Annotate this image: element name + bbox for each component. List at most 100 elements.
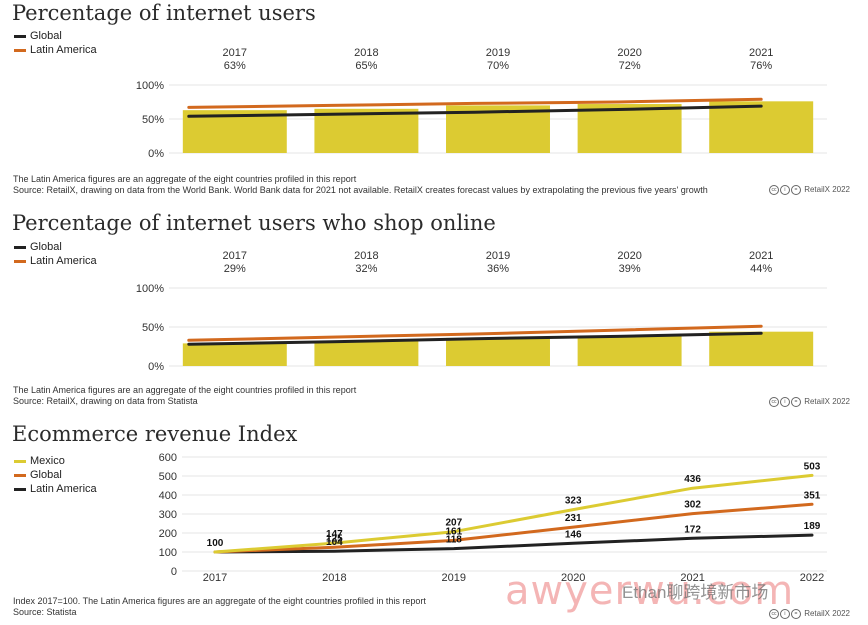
y-tick-label: 0%	[148, 148, 164, 160]
data-label: 323	[565, 496, 582, 507]
by-icon: i	[779, 609, 790, 619]
nd-icon: =	[790, 397, 801, 407]
chart2-legend: Global Latin America	[14, 240, 97, 268]
x-category-label: 2021	[749, 47, 773, 59]
data-label: 302	[684, 500, 701, 511]
legend-label: Latin America	[30, 44, 97, 56]
data-label: 100	[207, 538, 224, 549]
y-tick-label: 200	[159, 528, 177, 540]
legend-item-mexico: Mexico	[14, 454, 97, 468]
bar-value-label: 76%	[750, 60, 772, 72]
bar-value-label: 32%	[355, 263, 377, 275]
chart3-credit: cc i = RetailX 2022	[768, 609, 850, 619]
data-label: 207	[445, 518, 462, 529]
cc-icon: cc	[768, 185, 779, 195]
series-line-mexico	[213, 473, 814, 554]
bar	[182, 343, 287, 366]
series-line-latin-america	[213, 502, 814, 554]
y-tick-label: 300	[159, 509, 177, 521]
chart2-notes: The Latin America figures are an aggrega…	[13, 385, 356, 407]
bar	[314, 341, 419, 366]
x-category-label: 2019	[486, 47, 510, 59]
chart1-notes: The Latin America figures are an aggrega…	[13, 174, 708, 196]
x-category-label: 2018	[354, 250, 378, 262]
data-label: 351	[804, 490, 821, 501]
legend-swatch	[14, 259, 26, 263]
x-category-label: 2021	[749, 250, 773, 262]
y-tick-label: 100	[159, 547, 177, 559]
data-label: 172	[684, 524, 701, 535]
y-tick-label: 600	[159, 452, 177, 464]
x-tick-label: 2022	[800, 572, 824, 584]
data-label: 118	[446, 535, 463, 546]
series-line-latin-america	[187, 324, 763, 342]
bar-value-label: 36%	[487, 263, 509, 275]
cc-icon: cc	[768, 609, 779, 619]
data-label: 161	[445, 526, 462, 537]
x-category-label: 2017	[223, 47, 247, 59]
data-label: 231	[565, 513, 582, 524]
credit-text: RetailX 2022	[804, 397, 850, 407]
y-tick-label: 50%	[142, 322, 164, 334]
credit-text: RetailX 2022	[804, 185, 850, 195]
data-label: 104	[326, 537, 343, 548]
cc-icon: cc	[768, 397, 779, 407]
chart3-title: Ecommerce revenue Index	[12, 422, 298, 446]
series-line-global	[187, 331, 763, 346]
y-tick-label: 400	[159, 490, 177, 502]
y-tick-label: 0%	[148, 361, 164, 373]
chart1-note: The Latin America figures are an aggrega…	[13, 174, 357, 184]
x-tick-label: 2020	[561, 572, 585, 584]
bar	[709, 331, 814, 366]
y-tick-label: 100%	[136, 283, 164, 295]
watermark-caption: Ethan聊跨境新市场	[622, 583, 769, 602]
legend-swatch	[14, 48, 26, 52]
chart2-title: Percentage of internet users who shop on…	[12, 211, 496, 235]
chart3-notes: Index 2017=100. The Latin America figure…	[13, 596, 426, 618]
legend-label: Latin America	[30, 255, 97, 267]
legend-label: Latin America	[30, 483, 97, 495]
x-tick-label: 2018	[322, 572, 346, 584]
bar-value-label: 63%	[224, 60, 246, 72]
nd-icon: =	[790, 609, 801, 619]
chart2-note: The Latin America figures are an aggrega…	[13, 385, 357, 395]
series-line-global	[213, 533, 814, 554]
data-label: 125	[326, 533, 343, 544]
legend-label: Global	[30, 469, 62, 481]
chart2-credit: cc i = RetailX 2022	[768, 397, 850, 407]
y-tick-label: 500	[159, 471, 177, 483]
bar-value-label: 39%	[619, 263, 641, 275]
data-label: 189	[804, 521, 821, 532]
by-icon: i	[779, 185, 790, 195]
chart3-source: Source: Statista	[13, 607, 77, 617]
legend-item-global: Global	[14, 240, 97, 254]
chart1-source: Source: RetailX, drawing on data from th…	[13, 185, 708, 195]
legend-swatch	[14, 34, 26, 38]
x-category-label: 2020	[617, 250, 641, 262]
chart2-source: Source: RetailX, drawing on data from St…	[13, 396, 198, 406]
nd-icon: =	[790, 185, 801, 195]
series-line-global	[187, 104, 763, 118]
bar-value-label: 29%	[224, 263, 246, 275]
chart1-credit: cc i = RetailX 2022	[768, 185, 850, 195]
by-icon: i	[779, 397, 790, 407]
y-tick-label: 100%	[136, 80, 164, 92]
legend-label: Global	[30, 30, 62, 42]
legend-item-latam: Latin America	[14, 254, 97, 268]
bar	[446, 337, 550, 366]
chart3-note: Index 2017=100. The Latin America figure…	[13, 596, 426, 606]
legend-label: Global	[30, 241, 62, 253]
credit-text: RetailX 2022	[804, 609, 850, 619]
bar-value-label: 44%	[750, 263, 772, 275]
legend-item-latam: Latin America	[14, 482, 97, 496]
legend-swatch	[14, 487, 26, 491]
bar-value-label: 72%	[619, 60, 641, 72]
chart1-title: Percentage of internet users	[12, 1, 316, 25]
y-tick-label: 0	[171, 566, 177, 578]
x-category-label: 2018	[354, 47, 378, 59]
legend-label: Mexico	[30, 455, 65, 467]
bar	[709, 101, 814, 153]
